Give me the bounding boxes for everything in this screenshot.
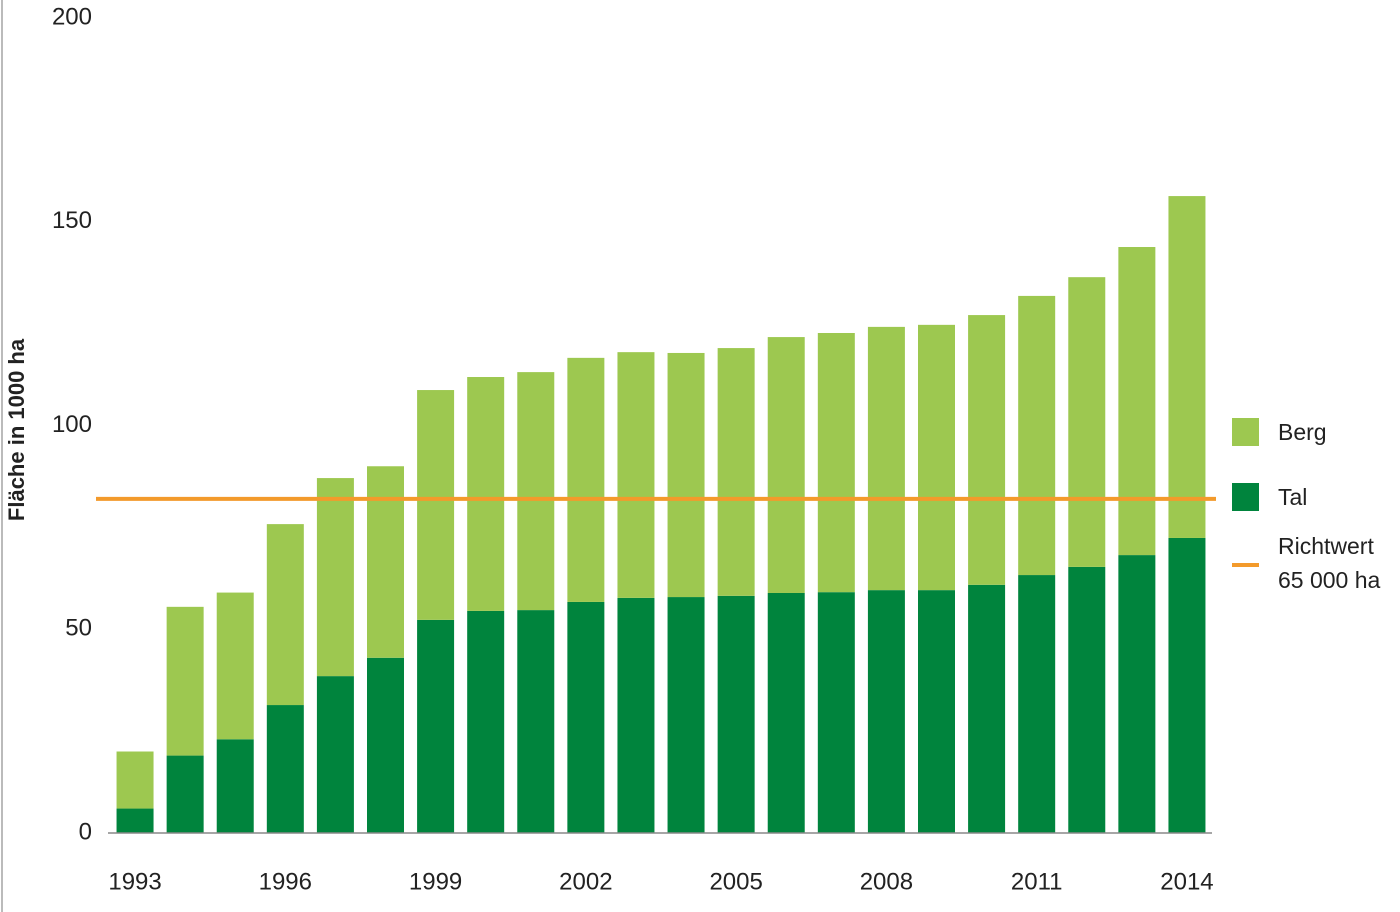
legend-swatch [1232, 418, 1259, 446]
bar-segment [367, 466, 404, 658]
bar-segment [1118, 555, 1156, 833]
x-tick-label: 2002 [559, 868, 612, 895]
y-tick-label: 50 [65, 615, 92, 642]
legend-swatch [1232, 483, 1259, 511]
bar-segment [1168, 537, 1206, 833]
bar-segment [417, 390, 455, 620]
bar-segment [717, 348, 755, 596]
bar-segment [266, 524, 304, 706]
bar-segment [667, 352, 705, 598]
bar-segment [968, 584, 1006, 833]
legend-label: Tal [1278, 484, 1308, 510]
x-tick-label: 1993 [108, 868, 161, 895]
bar-segment [867, 590, 905, 833]
bar-segment [817, 332, 855, 593]
bar-segment [316, 676, 354, 833]
bar-segment [467, 377, 505, 611]
bar-segment [166, 755, 204, 833]
x-tick-label: 2005 [709, 868, 762, 895]
bar-segment [1168, 196, 1206, 538]
bar-segment [817, 592, 855, 833]
x-tick-label: 2014 [1160, 868, 1213, 895]
bar-segment [717, 595, 755, 833]
x-tick-label: 2008 [860, 868, 913, 895]
bar-segment [216, 592, 254, 740]
legend-label: Richtwert 65 000 ha [1278, 533, 1381, 593]
bar-segment [1018, 575, 1056, 833]
y-tick-label: 0 [79, 818, 92, 845]
bar-segment [216, 739, 254, 833]
bar-segment [567, 601, 605, 833]
bar-segment [567, 357, 605, 602]
bar-segment [367, 657, 404, 833]
bar-segment [617, 352, 655, 598]
y-axis-title: Fläche in 1000 ha [4, 338, 29, 521]
bar-segment [968, 315, 1006, 585]
bar-segment [517, 372, 555, 611]
y-tick-label: 100 [52, 411, 92, 438]
bar-segment [467, 610, 505, 833]
bar-segment [918, 590, 955, 833]
bar-segment [417, 619, 455, 833]
bar-segment [166, 606, 204, 756]
bar-segment [867, 326, 905, 591]
bar-segment [1068, 566, 1106, 833]
bar-segment [116, 751, 154, 809]
bar-segment [1118, 247, 1156, 556]
bar-segment [767, 337, 805, 593]
bar-segment [1018, 295, 1056, 576]
x-tick-label: 2011 [1011, 868, 1063, 895]
bar-segment [1068, 277, 1106, 567]
x-tick-label: 1996 [259, 868, 312, 895]
bar-segment [316, 478, 354, 677]
x-tick-label: 1999 [409, 868, 462, 895]
y-tick-label: 150 [52, 207, 92, 234]
y-tick-label: 200 [52, 3, 92, 30]
bar-segment [266, 705, 304, 833]
bar-segment [667, 597, 705, 833]
bar-segment [116, 808, 154, 833]
legend-label: Berg [1278, 419, 1327, 445]
bar-segment [918, 324, 955, 591]
bar-segment [517, 610, 555, 833]
bar-segment [767, 592, 805, 833]
bar-segment [617, 597, 655, 833]
